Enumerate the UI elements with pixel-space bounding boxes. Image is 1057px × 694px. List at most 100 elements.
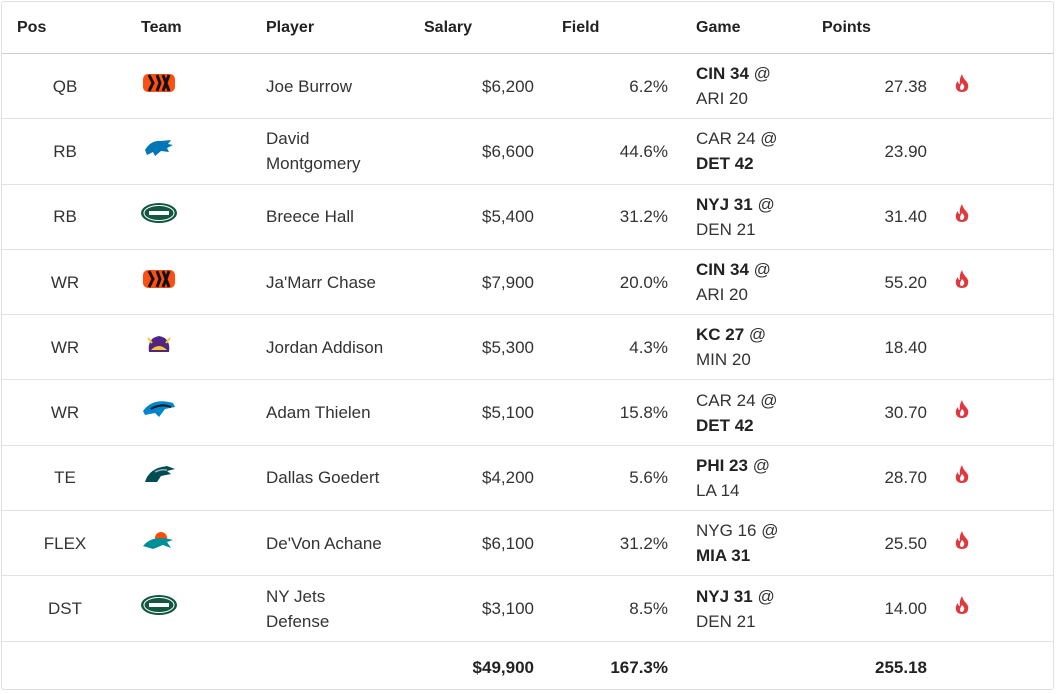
field-cell: 31.2%	[542, 511, 668, 575]
away-team-score: PHI 23	[696, 455, 748, 475]
player-name: David	[266, 129, 310, 149]
pos-cell: QB	[2, 54, 128, 118]
home-team-score: ARI 20	[696, 89, 748, 109]
column-header-text: Player	[266, 19, 315, 36]
player-cell: Jordan Addison	[266, 315, 383, 379]
player-name: Breece Hall	[266, 207, 354, 227]
position: WR	[50, 337, 80, 357]
player-row: RB Breece Hall $5,400 31.2% NYJ 31 @ DEN 21 31…	[2, 185, 1053, 250]
player-cell: NY Jets Defense	[266, 576, 329, 640]
hot-icon	[954, 464, 970, 491]
pos-cell: WR	[2, 315, 128, 379]
team-cell	[141, 446, 177, 510]
field-cell: 4.3%	[542, 315, 668, 379]
pos-cell: WR	[2, 381, 128, 445]
salary: $6,100	[482, 533, 534, 553]
game-line: ARI 20	[696, 86, 771, 111]
player-row: RB David Montgomery $6,600 44.6% CAR 24 @ DET …	[2, 119, 1053, 185]
home-team-score: ARI 20	[696, 285, 748, 305]
points-cell: 27.38	[802, 54, 927, 118]
logo-graphic	[143, 401, 175, 418]
position: FLEX	[43, 533, 87, 553]
player-cell: De'Von Achane	[266, 511, 382, 575]
salary-cell: $6,200	[402, 54, 534, 118]
team-cell	[141, 119, 177, 183]
salary: $6,200	[482, 76, 534, 96]
flame	[955, 530, 969, 549]
position: RB	[53, 207, 77, 227]
field-pct: 31.2%	[619, 207, 668, 227]
field-pct: 5.6%	[629, 468, 668, 488]
player-name: Adam Thielen	[266, 403, 371, 423]
player-row: QB Joe Burrow $6,200 6.2% CIN 34 @ ARI 20 27.3…	[2, 54, 1053, 120]
field-cell: 6.2%	[542, 54, 668, 118]
position: RB	[53, 141, 77, 161]
position: WR	[50, 403, 80, 423]
hot-icon	[954, 399, 970, 426]
total-points: 255.18	[875, 658, 927, 678]
position: DST	[48, 599, 82, 619]
hot-icon	[954, 530, 970, 557]
game-cell: KC 27 @ MIN 20	[696, 315, 766, 379]
field-pct: 31.2%	[619, 533, 668, 553]
header-row: Pos Team Player Salary Field Game Points	[2, 2, 1053, 54]
logo-graphic	[145, 466, 175, 483]
team-cell	[141, 185, 177, 249]
logo-graphic	[143, 531, 173, 549]
points: 30.70	[884, 403, 927, 423]
player-name: Dallas Goedert	[266, 468, 380, 488]
points: 55.20	[884, 272, 927, 292]
totals-row: $49,900 167.3% 255.18	[2, 642, 1053, 694]
game-line: CAR 24 @	[696, 388, 778, 413]
player-name: De'Von Achane	[266, 533, 382, 553]
column-header: Salary	[424, 2, 472, 53]
player-name: Ja'Marr Chase	[266, 272, 377, 292]
team-cell	[141, 576, 177, 640]
team-logo	[141, 267, 177, 298]
team-cell	[141, 381, 177, 445]
game-line: DEN 21	[696, 217, 775, 242]
game-cell: NYG 16 @ MIA 31	[696, 511, 778, 575]
total-field-cell: 167.3%	[542, 642, 668, 694]
away-team-score: CIN 34	[696, 260, 749, 280]
field-pct: 20.0%	[619, 272, 668, 292]
game-cell: CIN 34 @ ARI 20	[696, 54, 771, 118]
salary-cell: $5,300	[402, 315, 534, 379]
points: 25.50	[884, 533, 927, 553]
pos-cell: TE	[2, 446, 128, 510]
points-cell: 28.70	[802, 446, 927, 510]
salary: $4,200	[482, 468, 534, 488]
player-name: Joe Burrow	[266, 76, 352, 96]
game-separator: @	[761, 521, 779, 541]
column-header-text: Salary	[424, 19, 473, 36]
flame	[955, 204, 969, 223]
player-cell: David Montgomery	[266, 119, 360, 183]
flame	[955, 73, 969, 92]
points-cell: 31.40	[802, 185, 927, 249]
team-logo	[141, 332, 177, 363]
field-cell: 31.2%	[542, 185, 668, 249]
salary-cell: $6,600	[402, 119, 534, 183]
field-pct: 8.5%	[629, 599, 668, 619]
game-line: KC 27 @	[696, 322, 766, 347]
player-row: TE Dallas Goedert $4,200 5.6% PHI 23 @ LA 14 2…	[2, 446, 1053, 512]
points: 28.70	[884, 468, 927, 488]
player-cell: Dallas Goedert	[266, 446, 379, 510]
logo-graphic	[141, 595, 177, 616]
points: 14.00	[884, 599, 927, 619]
team-cell	[141, 250, 177, 314]
game-cell: PHI 23 @ LA 14	[696, 446, 770, 510]
home-team-score: DET 42	[696, 415, 754, 435]
salary-cell: $7,900	[402, 250, 534, 314]
points: 23.90	[884, 141, 927, 161]
player-name: Jordan Addison	[266, 337, 384, 357]
field-cell: 15.8%	[542, 381, 668, 445]
points-cell: 14.00	[802, 576, 927, 640]
hot-cell	[953, 250, 971, 314]
logo-graphic	[143, 73, 175, 92]
total-salary-cell: $49,900	[402, 642, 534, 694]
player-cell: Breece Hall	[266, 185, 354, 249]
flame	[955, 596, 969, 615]
hot-cell	[953, 54, 971, 118]
